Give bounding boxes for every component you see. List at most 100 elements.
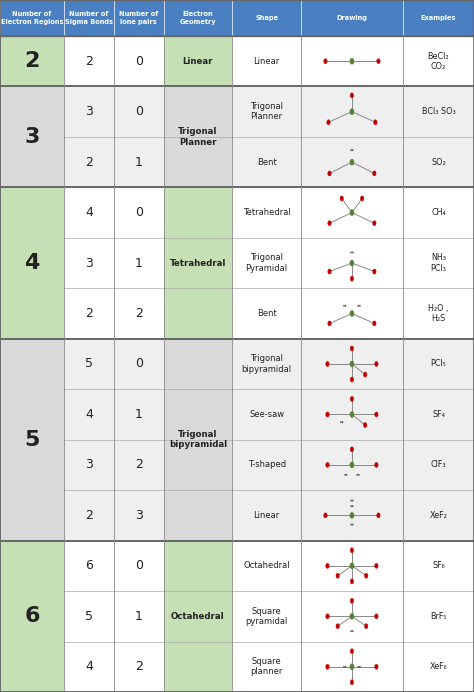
Circle shape	[328, 171, 331, 176]
Circle shape	[326, 563, 329, 568]
Text: 4: 4	[24, 253, 40, 273]
Text: 0: 0	[135, 105, 143, 118]
Text: Number of
lone pairs: Number of lone pairs	[119, 11, 158, 25]
Text: 0: 0	[135, 559, 143, 572]
Circle shape	[328, 321, 331, 326]
Bar	[403, 389, 474, 439]
Text: 0: 0	[135, 206, 143, 219]
Text: Bent: Bent	[257, 309, 276, 318]
Text: Linear: Linear	[254, 57, 280, 66]
Bar	[232, 86, 301, 137]
Circle shape	[351, 630, 352, 632]
Text: Trigonal
bipyramidal: Trigonal bipyramidal	[242, 354, 292, 374]
Circle shape	[350, 447, 354, 452]
Bar	[64, 0, 114, 36]
Circle shape	[374, 462, 378, 467]
Text: PCl₅: PCl₅	[430, 359, 447, 369]
Bar	[64, 641, 114, 692]
Bar	[64, 238, 114, 289]
Bar	[301, 289, 403, 339]
Text: Octahedral: Octahedral	[243, 561, 290, 570]
Circle shape	[350, 613, 354, 619]
Circle shape	[357, 474, 358, 475]
Circle shape	[352, 524, 353, 525]
Bar	[301, 591, 403, 641]
Bar	[403, 490, 474, 540]
Circle shape	[346, 474, 347, 475]
Bar	[64, 36, 114, 86]
Text: SF₆: SF₆	[432, 561, 445, 570]
Bar	[0, 339, 64, 540]
Bar	[403, 36, 474, 86]
Text: Tetrahedral: Tetrahedral	[243, 208, 291, 217]
Circle shape	[352, 252, 353, 253]
Circle shape	[345, 305, 346, 307]
Circle shape	[350, 210, 354, 216]
Circle shape	[350, 260, 354, 266]
Bar	[64, 86, 114, 137]
Text: 3: 3	[24, 127, 40, 147]
Bar	[114, 188, 164, 238]
Circle shape	[350, 648, 354, 654]
Bar	[403, 339, 474, 389]
Bar	[301, 641, 403, 692]
Circle shape	[352, 505, 353, 507]
Bar	[232, 490, 301, 540]
Circle shape	[350, 563, 354, 569]
Bar	[114, 490, 164, 540]
Bar	[403, 0, 474, 36]
Bar	[301, 137, 403, 188]
Bar	[64, 389, 114, 439]
Text: 1: 1	[135, 408, 143, 421]
Circle shape	[352, 500, 353, 501]
Circle shape	[350, 311, 354, 316]
Bar	[232, 591, 301, 641]
Bar	[114, 339, 164, 389]
Text: Bent: Bent	[257, 158, 276, 167]
Circle shape	[374, 361, 378, 367]
Circle shape	[351, 524, 352, 525]
Text: 6: 6	[85, 559, 93, 572]
Circle shape	[350, 276, 354, 281]
Bar	[301, 188, 403, 238]
Bar	[114, 540, 164, 591]
Bar	[403, 137, 474, 188]
Text: 5: 5	[85, 358, 93, 370]
Circle shape	[327, 120, 330, 125]
Bar	[232, 36, 301, 86]
Circle shape	[336, 573, 339, 579]
Circle shape	[340, 196, 344, 201]
Bar	[403, 540, 474, 591]
Bar	[232, 0, 301, 36]
Circle shape	[350, 462, 354, 468]
Bar	[0, 0, 64, 36]
Circle shape	[326, 361, 329, 367]
Bar	[64, 339, 114, 389]
Circle shape	[351, 500, 352, 501]
Circle shape	[377, 513, 380, 518]
Circle shape	[351, 149, 352, 151]
Bar	[232, 289, 301, 339]
Circle shape	[336, 623, 339, 629]
Text: 0: 0	[135, 358, 143, 370]
Bar	[301, 339, 403, 389]
Bar	[164, 188, 232, 339]
Text: 2: 2	[85, 307, 93, 320]
Bar	[232, 389, 301, 439]
Circle shape	[350, 579, 354, 584]
Text: BrF₅: BrF₅	[430, 612, 447, 621]
Bar	[232, 188, 301, 238]
Circle shape	[344, 666, 345, 668]
Text: Number of
Sigma Bonds: Number of Sigma Bonds	[65, 11, 113, 25]
Text: 1: 1	[135, 257, 143, 270]
Bar	[164, 36, 232, 86]
Bar	[301, 86, 403, 137]
Bar	[164, 540, 232, 692]
Text: SF₄: SF₄	[432, 410, 445, 419]
Circle shape	[360, 196, 364, 201]
Text: Trigonal
Planner: Trigonal Planner	[178, 127, 218, 147]
Circle shape	[377, 59, 380, 64]
Bar	[403, 238, 474, 289]
Circle shape	[345, 666, 346, 668]
Circle shape	[374, 664, 378, 669]
